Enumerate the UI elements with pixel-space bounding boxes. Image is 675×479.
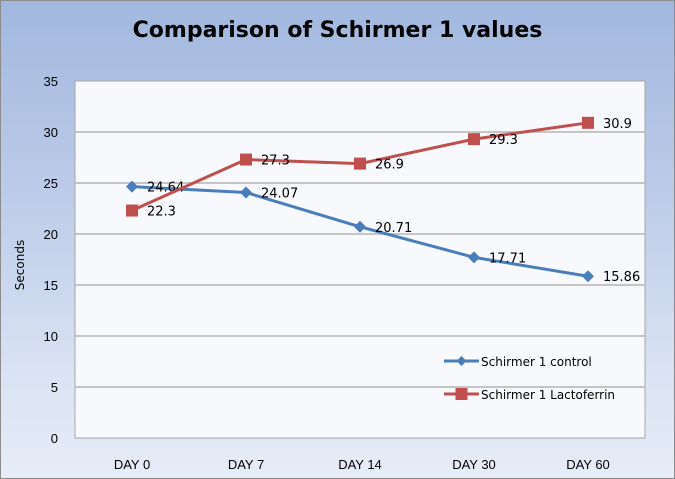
y-tick-label: 30 <box>44 125 58 140</box>
plot-area <box>74 80 646 439</box>
data-point-diamond <box>240 186 252 199</box>
x-tick-label: DAY 30 <box>452 457 496 472</box>
y-tick-label: 5 <box>51 380 58 395</box>
y-axis-title: Seconds <box>13 240 27 290</box>
data-point-diamond <box>354 220 366 233</box>
data-label: 17.71 <box>489 251 526 266</box>
legend-marker-square <box>455 388 468 400</box>
x-axis-ticks: DAY 0 DAY 7 DAY 14 DAY 30 DAY 60 <box>114 457 610 472</box>
x-tick-label: DAY 60 <box>566 457 610 472</box>
data-label: 26.9 <box>375 158 404 173</box>
chart-title: Comparison of Schirmer 1 values <box>132 18 543 43</box>
data-label: 29.3 <box>489 133 518 148</box>
y-axis-ticks: 0 5 10 15 20 25 30 35 <box>44 74 58 446</box>
data-point-square <box>354 157 366 170</box>
legend-label: Schirmer 1 control <box>481 355 592 369</box>
x-tick-label: DAY 7 <box>228 457 264 472</box>
data-label: 15.86 <box>603 270 640 285</box>
data-label: 30.9 <box>603 117 632 132</box>
data-label: 22.3 <box>147 205 176 220</box>
data-point-square <box>240 153 252 166</box>
y-tick-label: 15 <box>44 278 58 293</box>
legend-marker-diamond <box>456 356 467 366</box>
data-point-diamond <box>468 251 480 264</box>
x-tick-label: DAY 0 <box>114 457 150 472</box>
legend-item: Schirmer 1 control <box>444 355 592 369</box>
y-tick-label: 20 <box>44 227 58 242</box>
legend: Schirmer 1 control Schirmer 1 Lactoferrin <box>444 355 615 402</box>
y-tick-label: 0 <box>51 431 58 446</box>
gridlines <box>75 131 645 388</box>
legend-label: Schirmer 1 Lactoferrin <box>481 388 615 402</box>
data-point-square <box>582 116 594 129</box>
data-label: 27.3 <box>261 154 290 169</box>
data-point-square <box>126 204 138 217</box>
legend-item: Schirmer 1 Lactoferrin <box>444 388 615 402</box>
data-label: 24.07 <box>261 186 298 201</box>
data-point-diamond <box>126 180 138 193</box>
data-label: 20.71 <box>375 221 412 236</box>
y-tick-label: 10 <box>44 329 58 344</box>
data-point-square <box>468 133 480 146</box>
series-schirmer-1-lactoferrin: 22.3 27.3 26.9 29.3 30.9 <box>126 116 632 220</box>
y-tick-label: 25 <box>44 176 58 191</box>
x-tick-label: DAY 14 <box>338 457 382 472</box>
data-point-diamond <box>582 270 594 283</box>
y-tick-label: 35 <box>44 74 58 89</box>
